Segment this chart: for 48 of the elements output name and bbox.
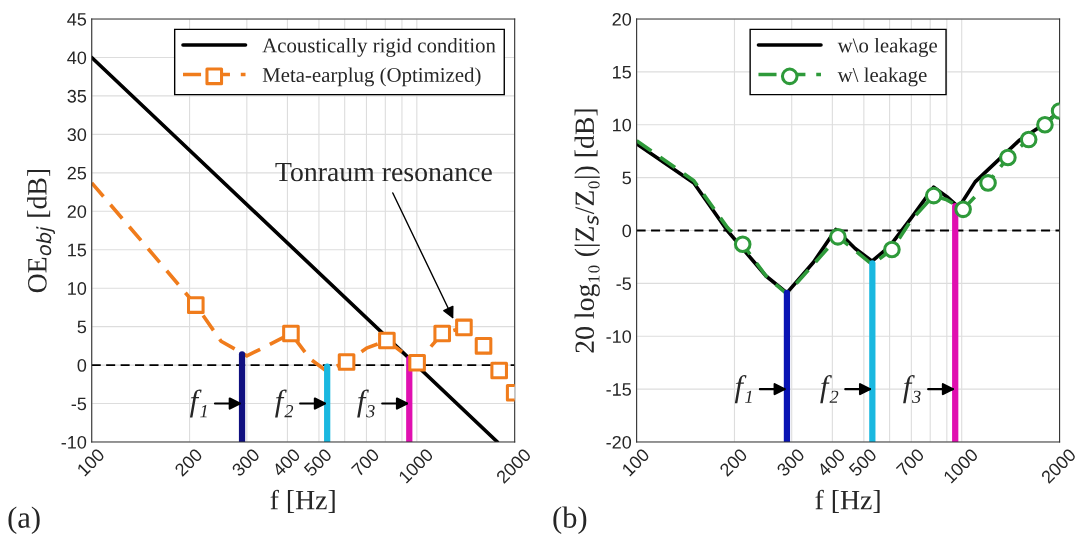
y-tick-label: -5 <box>71 397 87 411</box>
text: (b) <box>553 506 587 535</box>
x-tick-label: 400 <box>816 447 846 478</box>
legend-label: Acoustically rigid condition <box>262 37 496 57</box>
x-tick-label: 300 <box>775 447 806 478</box>
y-tick-label: 0 <box>77 359 87 372</box>
annotation: f₂ <box>275 389 294 418</box>
y-tick-label: 0 <box>622 224 632 238</box>
annotation: Tonraum resonance <box>275 162 492 182</box>
y-tick-label: 10 <box>68 282 87 295</box>
y-axis-title: 20 log₁₀ (|Z$_{s}$/Z₀|) [dB] <box>574 109 600 353</box>
x-tick-label: 700 <box>895 447 925 477</box>
legend-label: Meta-earplug (Optimized) <box>262 67 481 87</box>
x-axis-title: f [Hz] <box>815 489 880 513</box>
x-tick-label: 700 <box>350 447 381 477</box>
y-tick-label: 15 <box>613 66 631 79</box>
y-tick-label: 25 <box>67 166 87 180</box>
y-tick-label: -10 <box>61 435 87 449</box>
y-tick-label: -15 <box>606 383 631 396</box>
y-tick-label: 30 <box>67 128 87 142</box>
x-tick-label: 500 <box>303 447 333 478</box>
annotation: f₁ <box>189 389 207 418</box>
y-tick-label: -20 <box>606 435 632 449</box>
y-tick-label: 45 <box>67 13 87 26</box>
x-tick-label: 200 <box>718 447 749 477</box>
y-tick-label: 20 <box>612 12 632 26</box>
y-tick-label: 5 <box>622 171 631 185</box>
y-tick-label: 10 <box>613 118 632 132</box>
legend-label: w\ leakage <box>837 67 927 87</box>
y-tick-label: 40 <box>67 51 87 65</box>
annotation: f₂ <box>820 375 839 404</box>
y-tick-label: 15 <box>68 243 87 257</box>
y-tick-label: 20 <box>67 205 87 218</box>
x-tick-label: 400 <box>271 447 302 478</box>
annotation: f₁ <box>734 375 752 404</box>
text: (a) <box>8 506 40 535</box>
y-tick-label: 5 <box>77 320 87 334</box>
y-tick-label: -10 <box>606 330 632 343</box>
annotation: f₃ <box>357 389 375 418</box>
annotation: f₃ <box>903 375 921 404</box>
x-axis-title: f [Hz] <box>270 489 335 513</box>
x-tick-label: 300 <box>231 447 261 478</box>
y-axis-title: OE$_{obj}$ [dB] <box>27 169 56 293</box>
y-tick-label: -5 <box>616 277 631 291</box>
legend-label: w\o leakage <box>837 37 937 57</box>
x-tick-label: 500 <box>848 447 878 478</box>
y-tick-label: 35 <box>67 89 87 103</box>
x-tick-label: 200 <box>173 447 204 477</box>
